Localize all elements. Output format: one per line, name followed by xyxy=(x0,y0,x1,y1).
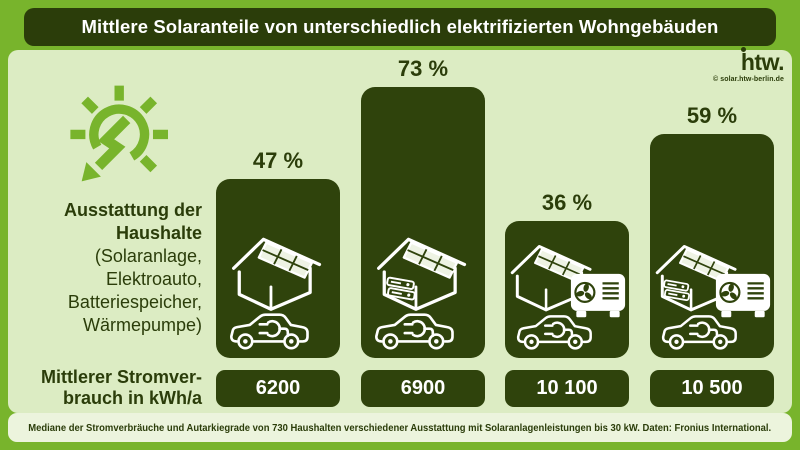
bar-group-3: 36 % xyxy=(505,56,629,358)
percent-label: 47 % xyxy=(252,148,304,173)
consumption-value: 6200 xyxy=(255,377,301,399)
bar xyxy=(650,134,774,358)
ev-car-icon xyxy=(227,309,311,351)
percent-label: 36 % xyxy=(541,190,593,215)
page-title: Mittlere Solaranteile von unterschiedlic… xyxy=(81,16,719,37)
bar xyxy=(216,179,340,358)
consumption-axis-label: Mittlerer Stromver- brauch in kWh/a xyxy=(40,367,202,408)
percent-label: 59 % xyxy=(686,103,738,128)
logo-copyright: © solar.htw-berlin.de xyxy=(712,76,784,83)
consumption-value: 10 500 xyxy=(681,377,743,399)
equipment-label-detail: (Solaranlage, Elektroauto, Batteriespeic… xyxy=(67,246,202,335)
battery-icon xyxy=(385,277,417,299)
footer-note: Mediane der Stromverbräuche und Autarkie… xyxy=(28,421,772,434)
consumption-value-box: 6900 xyxy=(361,370,485,407)
ev-car-icon xyxy=(372,309,456,351)
percent-label: 73 % xyxy=(397,56,449,81)
ev-car-icon xyxy=(659,311,739,351)
consumption-value: 6900 xyxy=(400,377,446,399)
bar-group-1: 47 % xyxy=(216,56,340,358)
htw-logo-text: htw. xyxy=(740,49,785,75)
solar-house-icon xyxy=(374,230,471,314)
battery-icon xyxy=(662,280,691,300)
bar-group-4: 59 % xyxy=(650,56,774,358)
consumption-value-box: 10 500 xyxy=(650,370,774,407)
htw-logo: htw. © solar.htw-berlin.de xyxy=(712,47,785,83)
ev-car-icon xyxy=(514,311,594,351)
bar xyxy=(505,221,629,358)
consumption-value-box: 10 100 xyxy=(505,370,629,407)
consumption-value-box: 6200 xyxy=(216,370,340,407)
htw-logo-dot xyxy=(740,47,746,52)
equipment-label-title: Ausstattung der Haushalte xyxy=(63,200,202,243)
sun-lightning-icon xyxy=(42,80,187,202)
title-bar: Mittlere Solaranteile von unterschiedlic… xyxy=(24,8,776,46)
footer-strip: Mediane der Stromverbräuche und Autarkie… xyxy=(8,413,792,442)
equipment-label: Ausstattung der Haushalte (Solaranlage, … xyxy=(10,199,202,337)
consumption-value: 10 100 xyxy=(536,377,598,399)
solar-house-icon xyxy=(229,230,326,314)
bar-group-2: 73 % xyxy=(361,56,485,358)
bar xyxy=(361,87,485,358)
